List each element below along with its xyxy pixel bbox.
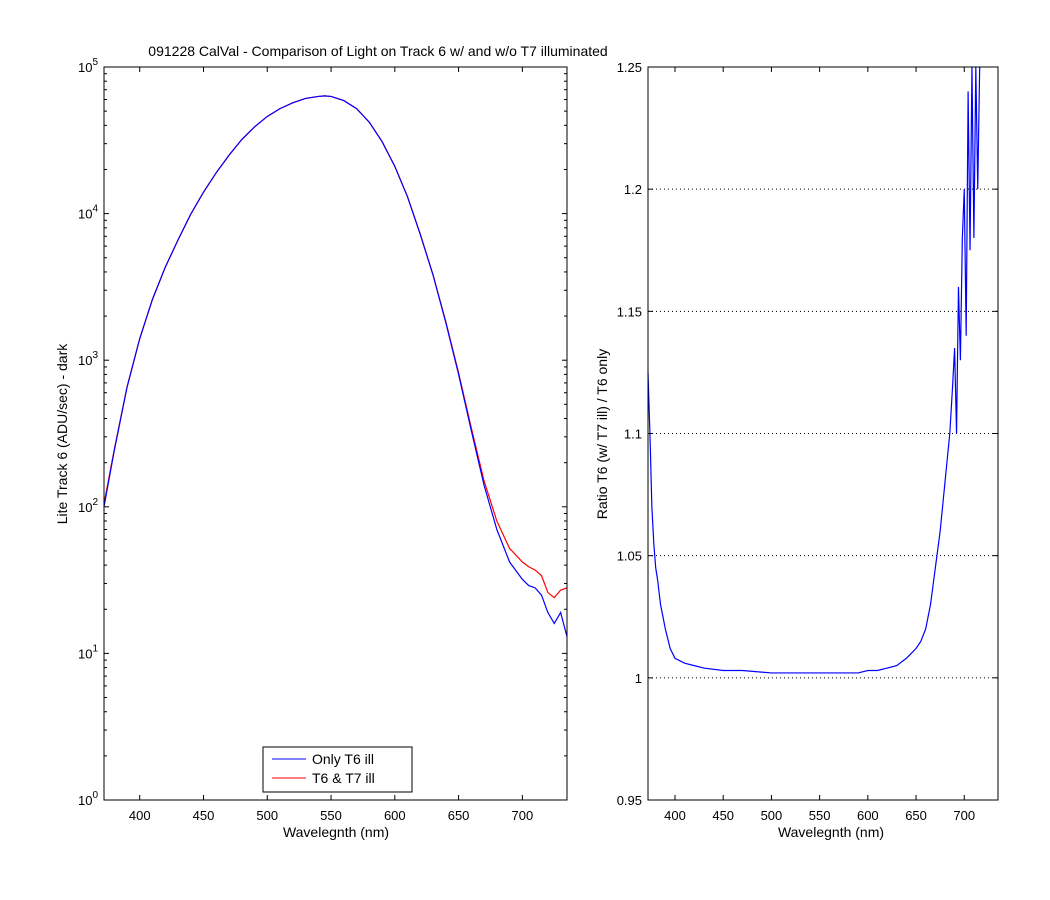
right-y-tick-label: 1.15 (617, 304, 642, 319)
right-y-tick-label: 0.95 (617, 793, 642, 808)
left-y-tick-label: 101 (78, 643, 98, 661)
left-x-tick-label: 650 (448, 808, 470, 823)
left-axes-frame (103, 66, 568, 801)
right-y-axis-label: Ratio T6 (w/ T7 ill) / T6 only (594, 349, 610, 519)
left-axes-background (104, 67, 567, 800)
legend-box (262, 746, 413, 793)
series-line-ratio (647, 66, 981, 674)
series-line-only-t6-ill (103, 95, 568, 637)
left-y-tick-label: 103 (78, 350, 98, 368)
right-x-axis-label: Wavelegnth (nm) (778, 824, 884, 840)
right-axes-background (648, 67, 998, 800)
left-axes: 400 450 500 550 600 650 700 100 101 102 103 104 105… (54, 43, 608, 840)
right-x-tick-label: 400 (664, 808, 686, 823)
legend-label-t6-t7: T6 & T7 ill (312, 770, 375, 786)
legend: Only T6 ill T6 & T7 ill (262, 746, 413, 793)
right-y-tick-label: 1.25 (617, 60, 642, 75)
right-x-tick-label: 650 (905, 808, 927, 823)
right-y-tick-label: 1 (635, 671, 642, 686)
right-x-ticks: 400 450 500 550 600 650 700 (664, 67, 975, 823)
left-x-tick-label: 500 (256, 808, 278, 823)
right-plot-area (647, 66, 981, 674)
left-x-tick-label: 600 (384, 808, 406, 823)
left-plot-area (103, 95, 568, 637)
right-axes: 400 450 500 550 600 650 700 0.95 1 1.05 1.1 1.15 1.… (594, 60, 999, 840)
left-y-tick-label: 104 (78, 204, 98, 222)
left-y-tick-label: 102 (78, 497, 98, 515)
left-x-tick-label: 400 (129, 808, 151, 823)
right-x-tick-label: 700 (953, 808, 975, 823)
left-y-ticks: 100 101 102 103 104 105 (78, 57, 567, 808)
right-x-tick-label: 550 (809, 808, 831, 823)
left-x-tick-label: 550 (320, 808, 342, 823)
legend-label-only-t6: Only T6 ill (312, 751, 374, 767)
right-x-tick-label: 450 (712, 808, 734, 823)
right-x-tick-label: 500 (761, 808, 783, 823)
right-y-tick-label: 1.2 (624, 182, 642, 197)
left-x-axis-label: Wavelegnth (nm) (283, 824, 389, 840)
right-y-ticks: 0.95 1 1.05 1.1 1.15 1.2 1.25 (617, 60, 998, 808)
right-y-tick-label: 1.05 (617, 549, 642, 564)
left-x-tick-label: 700 (512, 808, 534, 823)
left-y-tick-label: 100 (78, 790, 98, 808)
chart-title: 091228 CalVal - Comparison of Light on T… (148, 43, 607, 59)
right-y-tick-label: 1.1 (624, 427, 642, 442)
left-x-ticks: 400 450 500 550 600 650 700 (129, 67, 533, 823)
left-x-tick-label: 450 (193, 808, 215, 823)
left-y-tick-label: 105 (78, 57, 98, 75)
left-y-axis-label: Lite Track 6 (ADU/sec) - dark (54, 343, 70, 524)
right-x-tick-label: 600 (857, 808, 879, 823)
